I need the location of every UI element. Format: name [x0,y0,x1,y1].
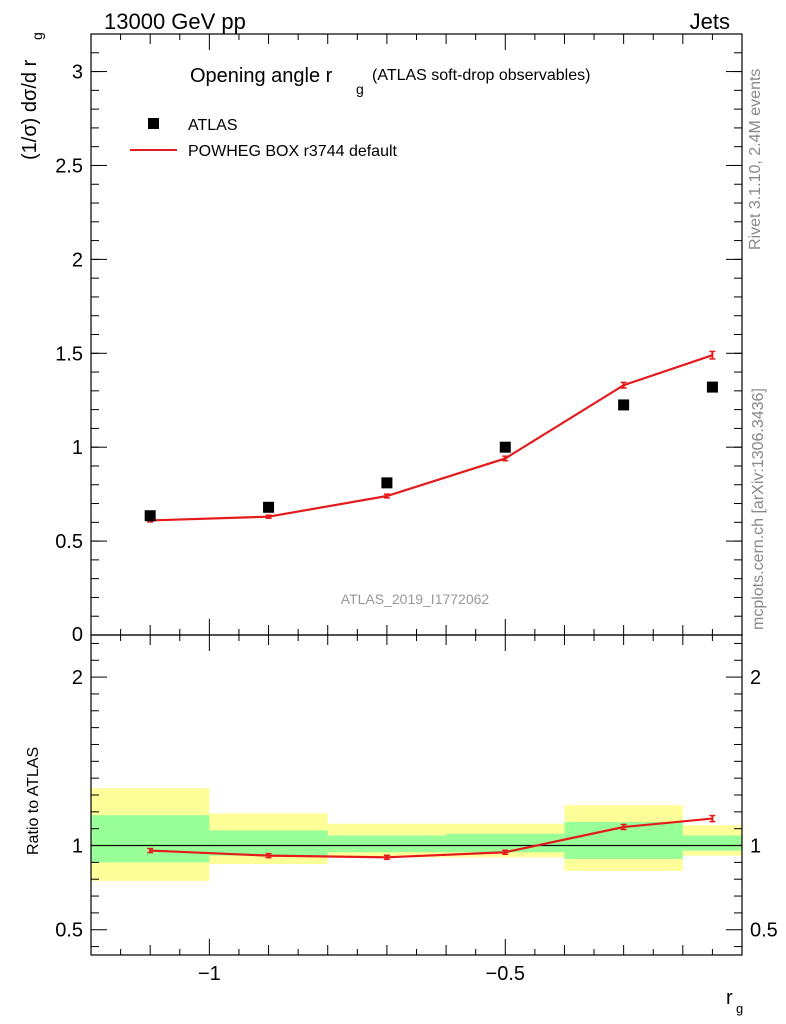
atlas-data-point [144,510,156,522]
main-series-layer [144,350,718,523]
ratio-ytick-label-right: 2 [750,667,761,689]
ratio-ytick-label-right: 1 [750,836,761,858]
ratio-band-green-0 [91,815,210,863]
main-ytick-label: 0.5 [55,531,83,553]
chart-title-note: (ATLAS soft-drop observables) [372,67,590,84]
main-ytick-label: 2.5 [55,155,83,177]
main-ytick-label: 1 [72,437,83,459]
ratio-band-green-2 [327,835,447,853]
xtick-label: −1 [198,963,221,985]
main-ytick-label-zero: 0 [72,624,83,646]
xlabel: r [726,987,733,1009]
chart-title: Opening angle r [190,65,333,87]
ratio-band-green-1 [209,830,328,856]
main-ylabel: (1/σ) dσ/d r [19,59,41,160]
ratio-ytick-label: 1 [72,836,83,858]
ratio-axes: 0.5 0.5 1 1 2 2 −1 −0.5 [55,634,778,985]
main-ytick-label: 1.5 [55,343,83,365]
mcplots-label: mcplots.cern.ch [arXiv:1306.3436] [750,388,767,630]
main-ytick-label: 2 [72,249,83,271]
ratio-ylabel: Ratio to ATLAS [25,747,42,855]
header-left: 13000 GeV pp [104,9,246,34]
ratio-band-green-5 [682,835,742,851]
atlas-data-point [706,381,718,393]
ratio-ytick-label: 0.5 [55,920,83,942]
xlabel-sub: g [736,1001,743,1016]
powheg-line [150,354,713,522]
legend-powheg-label: POWHEG BOX r3744 default [188,143,398,160]
main-ytick-label: 3 [72,62,83,84]
main-ylabel-sub: g [29,32,45,40]
ratio-powheg-line [150,817,713,859]
ratio-band-green-3 [446,833,565,853]
rivet-version-label: Rivet 3.1.10, 2.4M events [747,69,764,250]
atlas-data-point [263,501,275,513]
xtick-label: −0.5 [486,963,525,985]
ratio-ytick-label: 2 [72,667,83,689]
legend-atlas-marker [148,118,159,129]
atlas-data-point [618,399,630,411]
header-right: Jets [690,9,730,34]
analysis-watermark: ATLAS_2019_I1772062 [341,591,490,607]
ratio-ytick-label-right: 0.5 [750,920,778,942]
legend-atlas-label: ATLAS [188,117,238,134]
chart-title-sub: g [356,81,364,97]
ratio-uncertainty-bands [91,788,742,881]
atlas-data-point [381,477,393,489]
ratio-series-layer [147,814,716,861]
atlas-data-point [499,441,511,453]
